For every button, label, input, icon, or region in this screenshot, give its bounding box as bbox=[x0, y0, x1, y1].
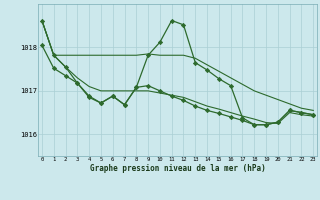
X-axis label: Graphe pression niveau de la mer (hPa): Graphe pression niveau de la mer (hPa) bbox=[90, 164, 266, 173]
